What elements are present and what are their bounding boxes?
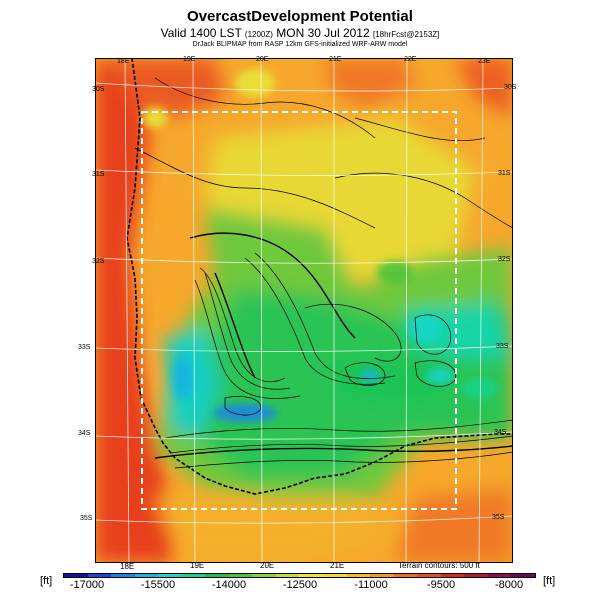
inner-domain-box	[141, 111, 457, 510]
overcast-field	[95, 58, 513, 563]
colorbar-swatch	[111, 574, 135, 577]
valid-time-line: Valid 1400 LST (1200Z) MON 30 Jul 2012 […	[0, 26, 600, 40]
lon-label-bottom: 20E	[260, 561, 275, 570]
colorbar-tick: -17000	[69, 579, 105, 591]
colorbar-swatch	[370, 574, 394, 577]
lat-label-left: 30S	[92, 86, 105, 93]
lat-label-left: 32S	[92, 258, 105, 265]
valid-date: MON 30 Jul 2012	[276, 26, 370, 40]
forecast-info: [18hrFcst@2153Z]	[373, 30, 440, 39]
lon-label-top: 20E	[256, 56, 269, 63]
colorbar-swatch	[440, 574, 465, 577]
colorbar-unit-right: [ft]	[543, 575, 556, 587]
colorbar-swatch	[299, 574, 324, 577]
terrain-contours	[134, 77, 513, 469]
colorbar-tick: -8000	[494, 579, 524, 591]
colorbar-swatch	[158, 574, 182, 577]
lon-label-bottom: 21E	[330, 561, 345, 570]
model-description: DrJack BLIPMAP from RASP 12km GFS-initia…	[192, 41, 408, 48]
lat-label-left: 35S	[80, 515, 93, 522]
lat-label-left: 33S	[78, 344, 91, 351]
lon-label-top: 18E	[117, 58, 130, 65]
colorbar-swatch	[417, 574, 441, 577]
utc-time: (1200Z)	[244, 30, 273, 39]
colorbar-swatch	[134, 574, 159, 577]
lat-label-right: 34S	[494, 429, 507, 436]
colorbar-swatch	[205, 574, 229, 577]
colorbar-swatch	[393, 574, 418, 577]
lat-label-right: 31S	[498, 170, 511, 177]
colorbar-swatch	[228, 574, 253, 577]
lat-label-right: 32S	[498, 256, 511, 263]
lon-label-top: 23E	[478, 58, 491, 65]
map-canvas	[95, 58, 513, 563]
colorbar-swatch	[464, 574, 488, 577]
lat-label-left: 34S	[78, 430, 91, 437]
lon-label-bottom: 19E	[190, 561, 205, 570]
lat-label-right: 30S	[504, 84, 517, 91]
colorbar-tick: -14000	[211, 579, 247, 591]
lon-label-bottom: 18E	[120, 562, 135, 571]
lon-label-top: 19E	[183, 56, 196, 63]
lat-label-right: 33S	[496, 343, 509, 350]
colorbar-tick: -9500	[426, 579, 456, 591]
colorbar-tick: -12500	[282, 579, 318, 591]
coastline	[126, 58, 513, 495]
forecast-map	[95, 58, 513, 563]
map-title: OvercastDevelopment Potential	[187, 8, 413, 25]
valid-time: Valid 1400 LST	[160, 26, 242, 40]
colorbar-swatch	[511, 574, 535, 577]
colorbar	[63, 573, 536, 578]
lat-label-right: 35S	[492, 514, 505, 521]
colorbar-unit-left: [ft]	[40, 575, 53, 587]
colorbar-swatch	[252, 574, 276, 577]
terrain-contour-note: Terrain contours: 500 ft	[398, 561, 480, 570]
colorbar-swatch	[181, 574, 206, 577]
lon-label-top: 22E	[404, 56, 417, 63]
colorbar-swatch	[64, 574, 88, 577]
colorbar-swatch	[323, 574, 347, 577]
colorbar-swatch	[487, 574, 512, 577]
colorbar-tick: -11000	[354, 579, 388, 591]
lat-label-left: 31S	[92, 171, 105, 178]
lon-label-top: 21E	[329, 56, 342, 63]
colorbar-swatch	[275, 574, 300, 577]
colorbar-swatch	[346, 574, 371, 577]
colorbar-tick: -15500	[140, 579, 176, 591]
colorbar-swatch	[87, 574, 112, 577]
